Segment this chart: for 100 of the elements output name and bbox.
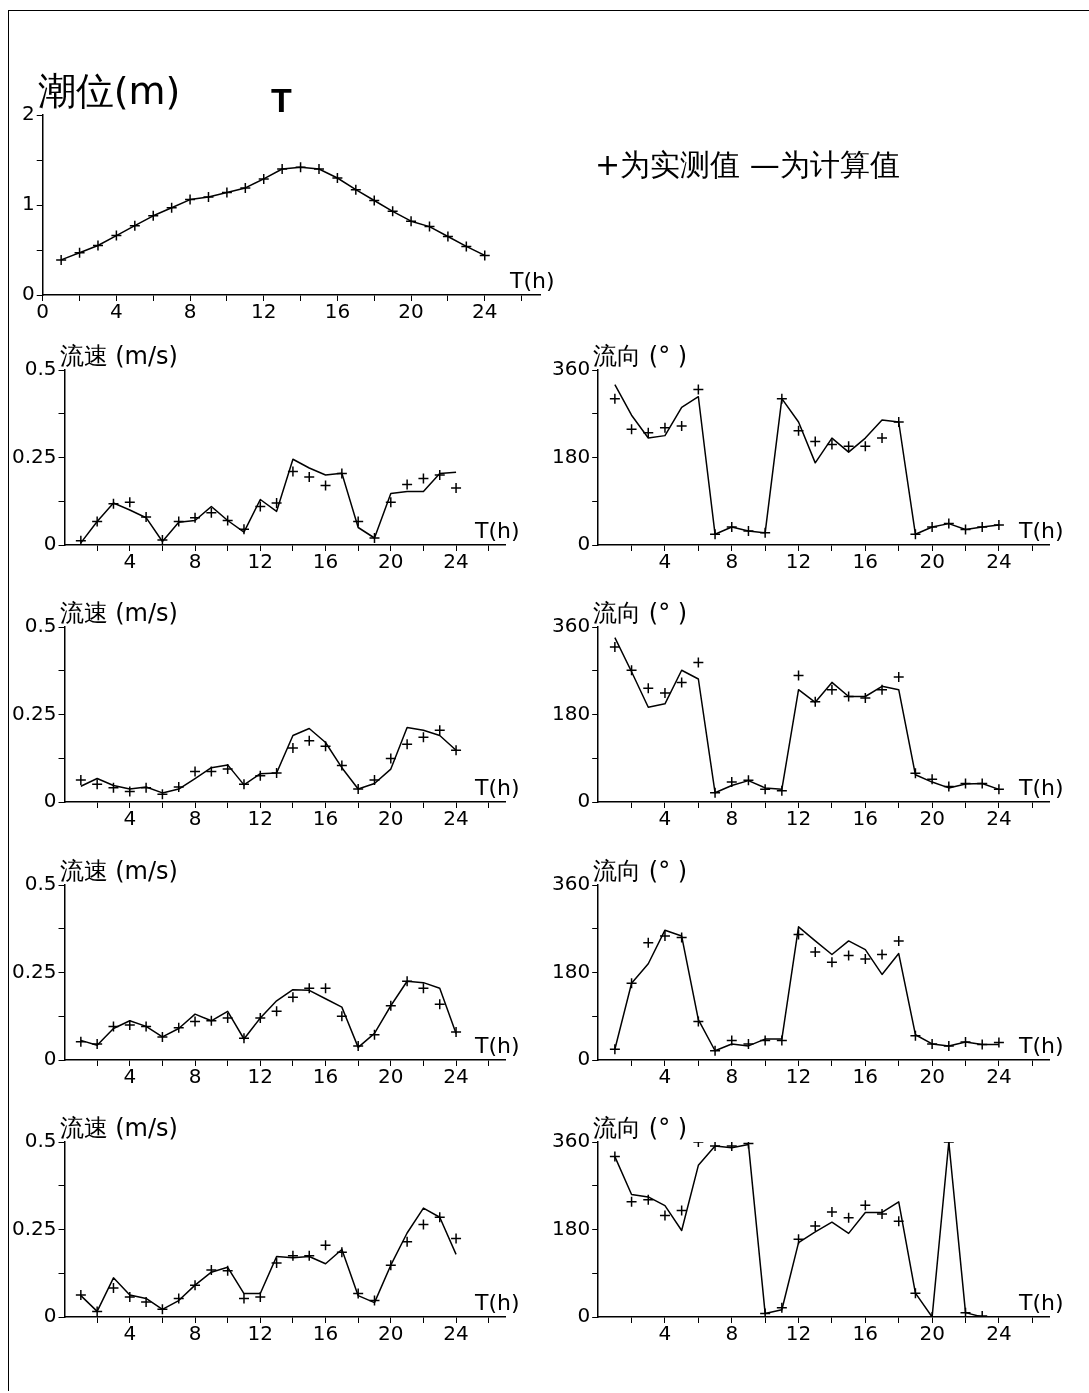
x-tick-label: 20 bbox=[398, 299, 424, 324]
point bbox=[110, 229, 123, 242]
point bbox=[189, 1279, 201, 1291]
y-tick-label: 180 bbox=[551, 443, 591, 468]
point bbox=[368, 1294, 381, 1307]
point bbox=[709, 528, 721, 541]
point bbox=[221, 514, 234, 527]
x-tick-label: 8 bbox=[188, 806, 202, 831]
point bbox=[959, 1036, 972, 1048]
point bbox=[675, 1204, 688, 1217]
point bbox=[91, 1038, 103, 1050]
y-tick-label: 180 bbox=[551, 700, 591, 725]
point bbox=[172, 1292, 185, 1305]
x-tick-label: 16 bbox=[312, 549, 339, 574]
point bbox=[287, 1250, 299, 1262]
point bbox=[726, 1034, 738, 1047]
point bbox=[909, 767, 922, 780]
y-tick-label: 0.25 bbox=[12, 958, 57, 983]
point bbox=[124, 1291, 136, 1303]
point bbox=[709, 1045, 721, 1057]
point bbox=[147, 210, 159, 222]
x-tick-label: 24 bbox=[986, 1321, 1012, 1346]
point bbox=[642, 937, 655, 949]
point bbox=[709, 787, 721, 799]
y-axis-title: 流向 (° ) bbox=[593, 599, 688, 628]
point bbox=[826, 683, 838, 696]
point bbox=[909, 528, 922, 541]
y-tick-label: 0 bbox=[577, 531, 591, 556]
x-tick-label: 20 bbox=[919, 1321, 945, 1346]
y-tick-label: 360 bbox=[551, 871, 591, 896]
y-tick-label: 0 bbox=[43, 788, 57, 813]
point bbox=[257, 173, 270, 185]
point bbox=[976, 1038, 988, 1051]
point bbox=[165, 201, 178, 214]
point bbox=[759, 1034, 771, 1047]
point bbox=[91, 515, 103, 528]
point bbox=[434, 469, 446, 481]
point bbox=[405, 215, 417, 227]
y-tick-label: 1 bbox=[21, 191, 35, 216]
point bbox=[809, 435, 821, 448]
point bbox=[450, 1232, 462, 1245]
point bbox=[959, 523, 972, 536]
y-tick-label: 0.5 bbox=[24, 613, 57, 638]
y-tick-label: 0.25 bbox=[12, 700, 57, 725]
point bbox=[401, 478, 413, 491]
point bbox=[189, 765, 201, 778]
point bbox=[75, 1289, 87, 1301]
point bbox=[172, 515, 185, 528]
point bbox=[401, 738, 413, 750]
point bbox=[642, 682, 655, 694]
x-tick-label: 12 bbox=[247, 806, 274, 831]
y-axis-title: 流向 (° ) bbox=[593, 857, 688, 886]
point bbox=[993, 519, 1005, 531]
y-tick-label: 0 bbox=[577, 788, 591, 813]
point bbox=[876, 432, 888, 444]
x-tick-label: 4 bbox=[110, 299, 123, 324]
point bbox=[401, 1236, 413, 1248]
x-tick-label: 12 bbox=[247, 1321, 274, 1346]
x-tick-label: 24 bbox=[443, 1064, 469, 1089]
x-tick-label: 12 bbox=[785, 1321, 812, 1346]
point bbox=[205, 1015, 218, 1027]
point bbox=[450, 482, 462, 494]
point bbox=[221, 1012, 234, 1024]
point bbox=[460, 240, 473, 253]
x-tick-label: 20 bbox=[378, 549, 404, 574]
point bbox=[368, 1029, 381, 1041]
point bbox=[692, 656, 705, 669]
point bbox=[792, 1233, 805, 1245]
x-tick-label: 24 bbox=[472, 299, 498, 324]
x-tick-label: 24 bbox=[986, 806, 1012, 831]
point bbox=[189, 1015, 201, 1028]
x-tick-label: 16 bbox=[312, 1064, 339, 1089]
x-tick-label: 24 bbox=[986, 549, 1012, 574]
point bbox=[659, 422, 671, 434]
point bbox=[221, 1265, 234, 1277]
point bbox=[319, 479, 332, 492]
point bbox=[124, 785, 136, 798]
point bbox=[742, 774, 755, 786]
point bbox=[336, 759, 348, 772]
point bbox=[303, 982, 315, 994]
point bbox=[625, 664, 638, 677]
point bbox=[140, 511, 152, 523]
y-axis-title: 流速 (m/s) bbox=[59, 857, 178, 886]
point bbox=[368, 774, 381, 786]
point bbox=[270, 1257, 283, 1269]
x-tick-label: 4 bbox=[123, 1064, 137, 1089]
x-tick-label: 20 bbox=[919, 549, 945, 574]
point bbox=[75, 1036, 87, 1048]
point bbox=[826, 1206, 838, 1218]
point bbox=[205, 765, 218, 778]
y-tick-label: 0.25 bbox=[12, 443, 57, 468]
point bbox=[385, 496, 397, 509]
x-tick-label: 4 bbox=[123, 549, 137, 574]
x-tick-label: 8 bbox=[188, 1321, 202, 1346]
point bbox=[642, 426, 655, 439]
point bbox=[943, 1040, 955, 1052]
point bbox=[221, 763, 234, 775]
point bbox=[434, 998, 446, 1011]
point bbox=[726, 1142, 738, 1152]
x-axis-title: T(h) bbox=[474, 517, 520, 543]
